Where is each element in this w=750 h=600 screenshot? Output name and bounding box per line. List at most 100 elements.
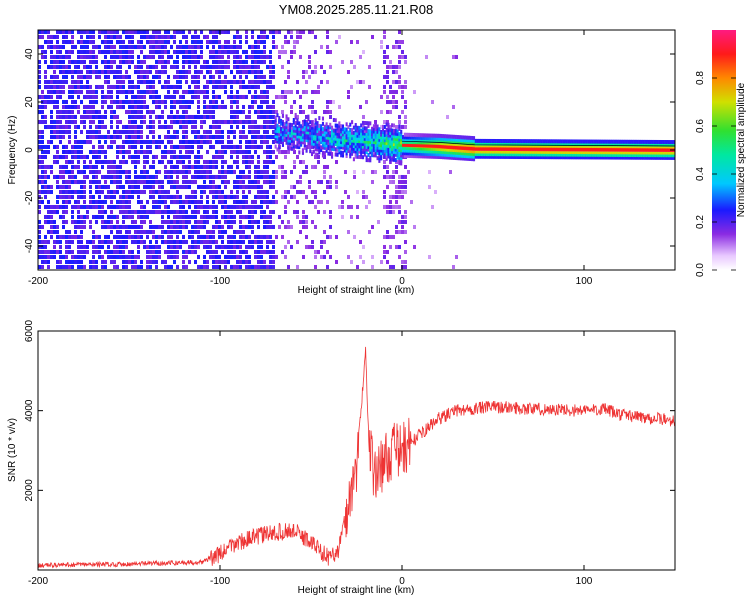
heatmap-ridge-cell <box>582 155 585 160</box>
heatmap-ridge-cell <box>351 146 354 151</box>
heatmap-cell <box>143 215 146 219</box>
heatmap-ridge-cell <box>352 141 355 146</box>
heatmap-cell <box>185 250 188 254</box>
heatmap-ridge-cell <box>483 152 486 157</box>
heatmap-cell <box>236 195 239 199</box>
heatmap-cell <box>242 190 245 194</box>
heatmap-cell <box>152 65 155 69</box>
heatmap-cell <box>203 175 206 179</box>
heatmap-ridge-cell <box>351 141 354 146</box>
heatmap-ridge-cell <box>469 135 472 140</box>
heatmap-cell <box>314 70 317 74</box>
heatmap-cell <box>224 45 227 49</box>
heatmap-cell <box>62 100 65 104</box>
heatmap-cell <box>170 65 173 69</box>
heatmap-cell <box>209 140 212 144</box>
heatmap-cell <box>53 125 56 129</box>
heatmap-ridge-cell <box>332 133 335 138</box>
heatmap-cell <box>140 90 143 94</box>
heatmap-cell <box>71 195 74 199</box>
heatmap-ridge-cell <box>443 139 446 144</box>
heatmap-ridge-cell <box>374 127 377 131</box>
heatmap-cell <box>182 205 185 209</box>
heatmap-cell <box>161 60 164 64</box>
heatmap-ridge-cell <box>343 145 346 150</box>
heatmap-cell <box>386 100 389 104</box>
heatmap-cell <box>257 45 260 49</box>
heatmap-cell <box>206 165 209 169</box>
heatmap-ridge-cell <box>314 152 317 157</box>
heatmap-cell <box>59 240 62 244</box>
heatmap-ridge-cell <box>347 130 350 135</box>
heatmap-cell <box>152 190 155 194</box>
heatmap-cell <box>230 220 233 224</box>
heatmap-ridge-cell <box>423 133 426 138</box>
heatmap-cell <box>167 245 170 249</box>
heatmap-cell <box>329 235 332 239</box>
heatmap-cell <box>188 50 191 54</box>
heatmap-cell <box>233 200 236 204</box>
heatmap-cell <box>68 95 71 99</box>
heatmap-cell <box>122 200 125 204</box>
heatmap-cell <box>86 95 89 99</box>
heatmap-cell <box>158 60 161 64</box>
heatmap-ridge-cell <box>303 140 306 145</box>
heatmap-cell <box>89 190 92 194</box>
heatmap-ridge-cell <box>565 144 568 149</box>
heatmap-ridge-cell <box>407 146 410 151</box>
heatmap-cell <box>266 120 269 124</box>
heatmap-cell <box>95 205 98 209</box>
heatmap-ridge-cell <box>345 138 348 143</box>
heatmap-ridge-cell <box>591 142 594 147</box>
heatmap-ridge-cell <box>485 149 488 154</box>
heatmap-cell <box>215 35 218 39</box>
heatmap-cell <box>266 140 269 144</box>
heatmap-cell <box>140 35 143 39</box>
heatmap-cell <box>44 115 47 119</box>
heatmap-cell <box>296 35 299 39</box>
heatmap-cell <box>74 80 77 84</box>
heatmap-cell <box>344 190 347 194</box>
heatmap-cell <box>107 195 110 199</box>
heatmap-cell <box>149 70 152 74</box>
heatmap-cell <box>362 245 365 249</box>
heatmap-ridge-cell <box>385 143 388 148</box>
heatmap-cell <box>242 50 245 54</box>
heatmap-cell <box>53 255 56 259</box>
heatmap-cell <box>245 205 248 209</box>
heatmap-cell <box>95 245 98 249</box>
heatmap-ridge-cell <box>347 138 350 143</box>
heatmap-ridge-cell <box>445 152 448 157</box>
heatmap-cell <box>41 225 44 229</box>
heatmap-ridge-cell <box>598 152 601 157</box>
heatmap-cell <box>221 100 224 104</box>
heatmap-cell <box>281 235 284 239</box>
heatmap-cell <box>428 170 431 174</box>
heatmap-cell <box>197 240 200 244</box>
heatmap-cell <box>149 35 152 39</box>
heatmap-cell <box>215 215 218 219</box>
heatmap-ridge-cell <box>494 152 497 157</box>
heatmap-cell <box>218 170 221 174</box>
heatmap-ridge-cell <box>613 142 616 147</box>
heatmap-ridge-cell <box>281 113 284 118</box>
heatmap-cell <box>83 105 86 109</box>
heatmap-cell <box>83 195 86 199</box>
heatmap-cell <box>179 50 182 54</box>
heatmap-ridge-cell <box>416 146 419 151</box>
heatmap-cell <box>71 80 74 84</box>
heatmap-cell <box>269 80 272 84</box>
heatmap-cell <box>47 125 50 129</box>
heatmap-ridge-cell <box>471 141 474 146</box>
heatmap-cell <box>335 180 338 184</box>
heatmap-cell <box>128 225 131 229</box>
heatmap-cell <box>167 40 170 44</box>
heatmap-cell <box>149 175 152 179</box>
heatmap-cell <box>173 105 176 109</box>
heatmap-cell <box>119 180 122 184</box>
heatmap-cell <box>209 55 212 59</box>
heatmap-cell <box>251 130 254 134</box>
heatmap-cell <box>263 235 266 239</box>
heatmap-cell <box>77 110 80 114</box>
heatmap-cell <box>131 160 134 164</box>
